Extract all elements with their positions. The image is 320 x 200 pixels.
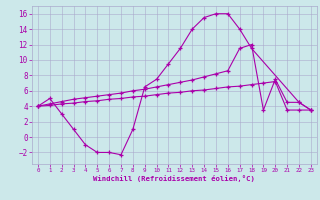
X-axis label: Windchill (Refroidissement éolien,°C): Windchill (Refroidissement éolien,°C) bbox=[93, 175, 255, 182]
